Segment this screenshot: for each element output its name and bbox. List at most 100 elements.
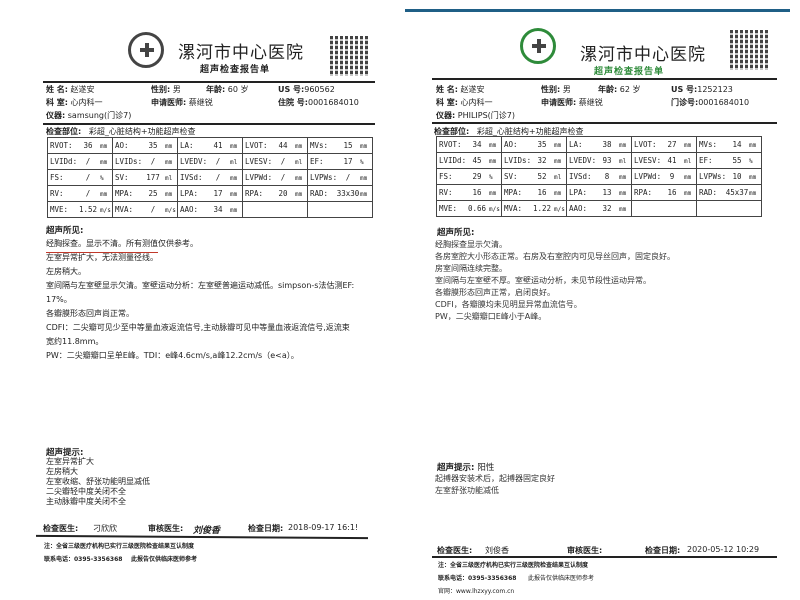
qr-code-icon (330, 36, 370, 76)
measure-value: 20 (278, 189, 288, 198)
measurement-cell: LVOT: 27 mm (631, 136, 697, 153)
measure-label: LVIDs: (504, 156, 532, 165)
measure-value: / (215, 157, 221, 166)
measure-value: 44 (278, 141, 288, 150)
red-underline (46, 252, 158, 253)
measure-unit: ml (295, 159, 303, 166)
measure-value: 32 (602, 204, 612, 213)
measure-label: SV: (115, 173, 129, 182)
measurement-cell: RPA: 16 mm (631, 184, 697, 201)
measure-value: 41 (667, 156, 677, 165)
report-2020: 漯河市中心医院 超声检查报告单 姓 名: 赵遂安 性别: 男 年龄: 62 岁 … (420, 0, 792, 600)
measurement-cell (631, 200, 697, 217)
measure-unit: mm (554, 142, 562, 149)
measure-value: 16 (472, 188, 482, 197)
measure-value: / (280, 157, 286, 166)
measure-value: 38 (602, 140, 612, 149)
measure-unit: mm (165, 143, 173, 150)
measure-unit: mm (230, 191, 238, 198)
measure-unit: % (100, 175, 104, 182)
measure-label: MVA: (504, 204, 523, 213)
footer-phone: 联系电话：0395-3356368 (438, 575, 517, 582)
measure-value: / (85, 173, 91, 182)
measure-unit: ml (684, 158, 692, 165)
measure-value: 45x37 (725, 188, 749, 197)
hospital-name: 漯河市中心医院 (580, 45, 706, 65)
measure-label: SV: (504, 172, 518, 181)
measurement-cell: AAO: 34 mm (177, 201, 243, 218)
measure-value: 10 (732, 172, 742, 181)
measure-unit: ml (554, 174, 562, 181)
conclusion-text: 左室异常扩大 左房稍大 左室收缩、舒张功能明显减低 二尖瓣轻中度关闭不全 主动脉瓣中度关… (46, 457, 150, 507)
measure-label: AAO: (180, 205, 199, 214)
measurement-cell (242, 201, 308, 218)
measure-unit: mm (684, 190, 692, 197)
table-row: RVOT: 34 mm AO: 35 mm LA: 38 mm LVOT: 27 mm MVs: 14 mm (436, 136, 762, 153)
measure-value: 15 (343, 141, 353, 150)
measure-unit: mm (230, 143, 238, 150)
measure-label: IVSd: (569, 172, 592, 181)
patient-info: 姓 名: 赵遂安 性别: 男 年龄: 60 岁 US 号:960562 科 室:… (46, 85, 359, 120)
measure-value: / (85, 157, 91, 166)
measure-unit: mm (554, 190, 562, 197)
top-bar (405, 9, 790, 12)
measure-value: 16 (537, 188, 547, 197)
table-row: MVE: 0.66 m/s MVA: 1.22 m/s AAO: 32 mm (436, 200, 762, 217)
measurement-cell: IVSd: / mm (177, 169, 243, 186)
measure-label: LVPWd: (634, 172, 662, 181)
measurement-cell: RV: / mm (47, 185, 113, 202)
measure-value: / (215, 173, 221, 182)
measure-unit: % (489, 174, 493, 181)
measurement-cell: MVE: 1.52 m/s (47, 201, 113, 218)
measure-value: 17 (213, 189, 223, 198)
measure-value: 35 (148, 141, 158, 150)
measure-label: LVIDs: (115, 157, 143, 166)
divider (35, 534, 369, 540)
measure-value: 17 (343, 157, 353, 166)
measurement-cell: LVPWs: 10 mm (696, 168, 762, 185)
text-line: 宽约11.8mm。 (46, 337, 104, 346)
measure-label: MVs: (310, 141, 329, 150)
measure-label: EF: (699, 156, 713, 165)
measurement-cell: LA: 41 mm (177, 137, 243, 154)
measurement-cell (307, 201, 373, 218)
measurement-cell: FS: 29% (436, 168, 502, 185)
measure-label: LA: (180, 141, 194, 150)
report-subtitle: 超声检查报告单 (594, 67, 665, 77)
measure-unit: mm (100, 143, 108, 150)
measurement-cell: MVA: / m/s (112, 201, 178, 218)
measure-unit: m/s (554, 206, 565, 213)
measurement-cell: LA: 38 mm (566, 136, 632, 153)
measure-unit: mm (619, 190, 627, 197)
measure-label: RVOT: (50, 141, 73, 150)
measurement-cell: LPA: 17 mm (177, 185, 243, 202)
measure-unit: mm (619, 142, 627, 149)
measurement-cell: FS: /% (47, 169, 113, 186)
conclusion-heading: 超声提示: 阳性 (437, 463, 495, 473)
measure-value: 45 (472, 156, 482, 165)
measurement-cell: LVEDV: / ml (177, 153, 243, 170)
measure-label: RV: (439, 188, 453, 197)
measure-label: LVOT: (634, 140, 657, 149)
measure-unit: mm (489, 158, 497, 165)
conclusion-heading: 超声提示: (46, 448, 84, 458)
measure-unit: mm (684, 174, 692, 181)
measure-unit: mm (749, 174, 757, 181)
measure-value: 55 (732, 156, 742, 165)
measure-unit: ml (230, 159, 238, 166)
measurement-cell: MVs: 15 mm (307, 137, 373, 154)
conclusion-text: 起搏器安装术后，起搏器固定良好 左室舒张功能减低 (435, 473, 555, 497)
text-line: CDFI，各瓣膜均未见明显异常血流信号。 (435, 300, 582, 309)
hospital-logo-icon (520, 28, 556, 64)
measure-label: RAD: (310, 189, 329, 198)
measurement-cell: MPA: 16 mm (501, 184, 567, 201)
text-line: 起搏器安装术后，起搏器固定良好 (435, 474, 555, 483)
measurement-cell (696, 200, 762, 217)
measure-unit: mm (360, 143, 368, 150)
measure-label: RPA: (634, 188, 653, 197)
measure-value: 34 (472, 140, 482, 149)
signature-row: 检查医生: 刁欣欣 审核医生: 刘俊香 检查日期: 2018-09-17 16:… (43, 523, 359, 536)
measure-value: 93 (602, 156, 612, 165)
divider (43, 81, 375, 83)
measure-unit: mm (619, 174, 627, 181)
